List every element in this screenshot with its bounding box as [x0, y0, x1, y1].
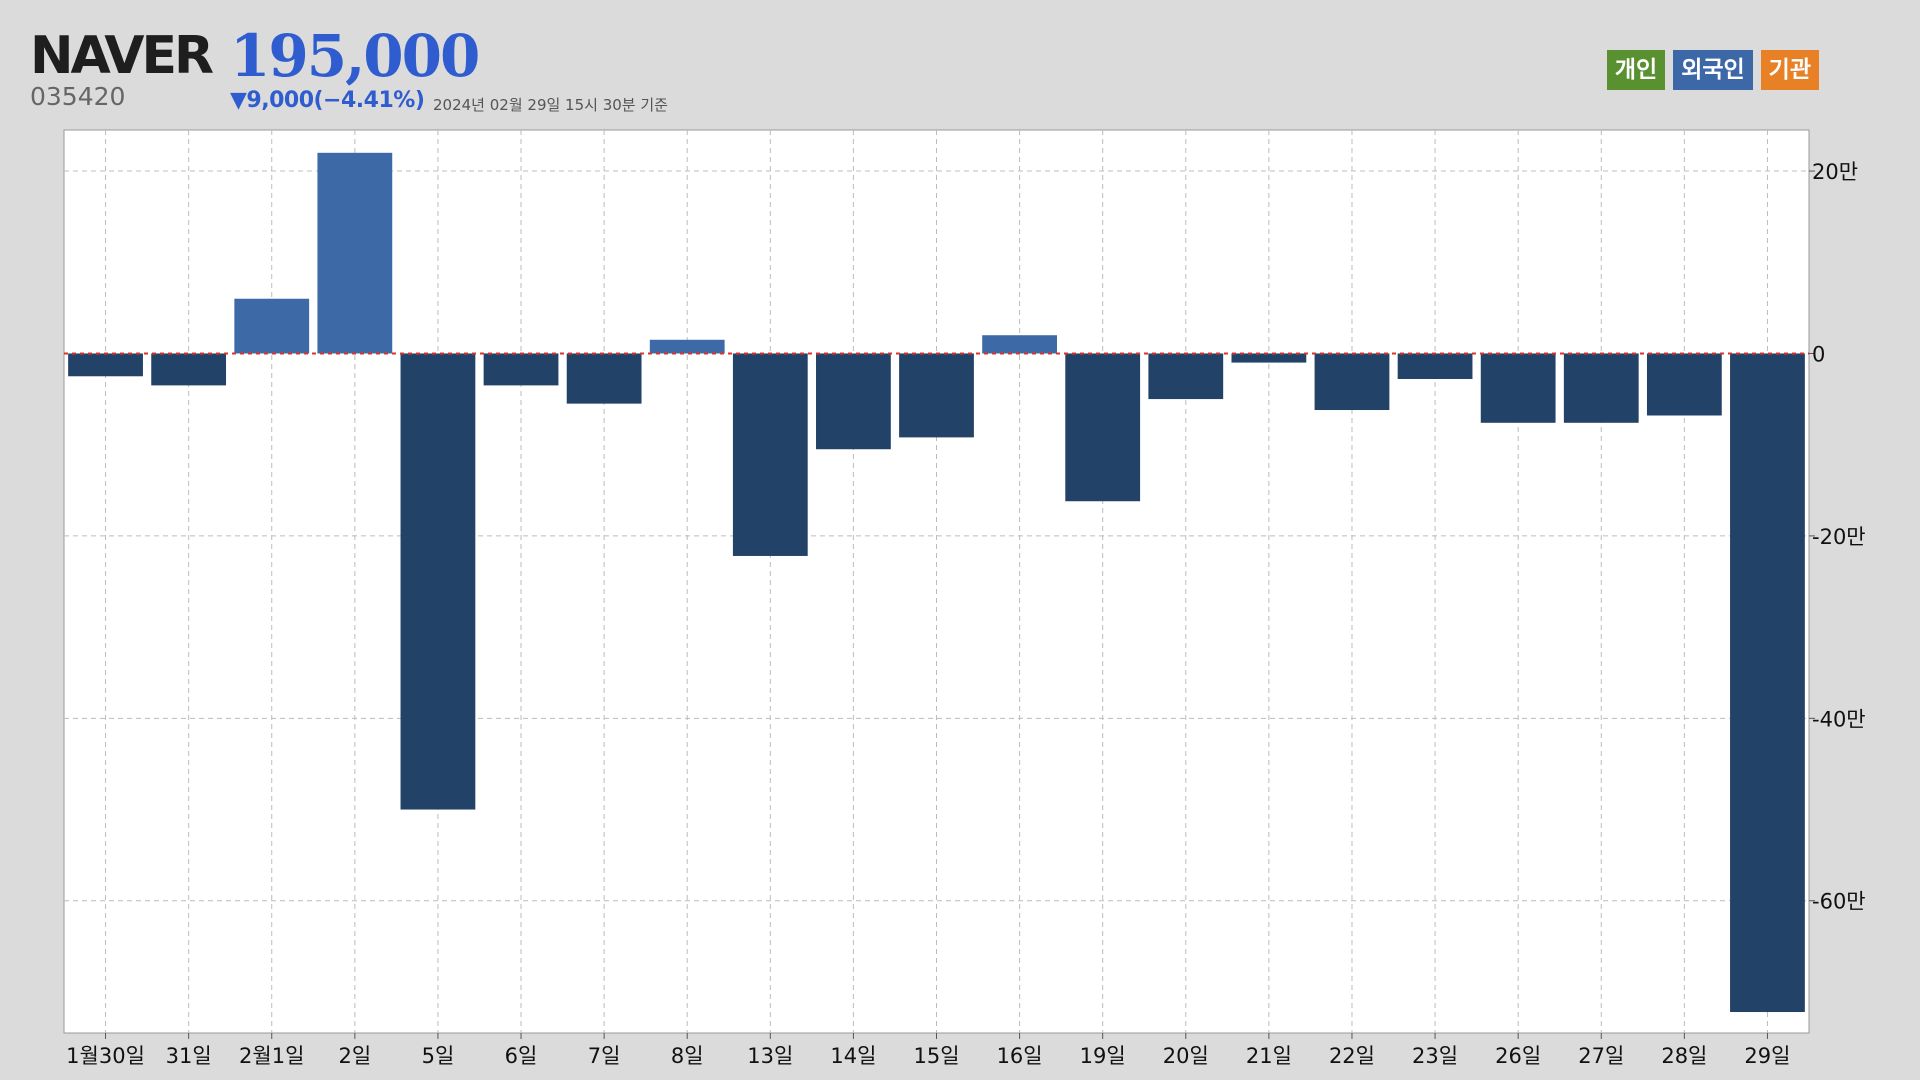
- x-tick-label: 19일: [1080, 1044, 1126, 1068]
- x-tick-label: 6일: [505, 1044, 538, 1068]
- bar-2월1일[interactable]: [234, 298, 310, 354]
- x-tick-label: 31일: [166, 1044, 212, 1068]
- bar-15일[interactable]: [899, 353, 974, 438]
- bars: [68, 152, 1805, 1013]
- x-tick-label: 14일: [830, 1044, 876, 1068]
- x-tick-label: 1월30일: [66, 1044, 145, 1068]
- y-tick-label: 0: [1812, 342, 1825, 366]
- price-change: ▼9,000(−4.41%): [230, 88, 425, 113]
- x-axis: 1월30일 31일 2월1일 2일 5일 6일 7일 8일 13일 14일 15일 16일 19일 20일…: [66, 1033, 1790, 1068]
- legend-item-institution[interactable]: 기관: [1760, 50, 1819, 90]
- x-tick-label: 16일: [997, 1044, 1043, 1068]
- x-tick-label: 22일: [1329, 1044, 1375, 1068]
- bar-28일[interactable]: [1646, 353, 1722, 416]
- stock-name: NAVER: [30, 26, 214, 86]
- bar-21일[interactable]: [1231, 353, 1307, 363]
- x-tick-label: 23일: [1412, 1044, 1458, 1068]
- bar-1월30일[interactable]: [68, 353, 143, 377]
- as-of-timestamp: 2024년 02월 29일 15시 30분 기준: [433, 96, 668, 114]
- x-tick-label: 29일: [1744, 1044, 1790, 1068]
- x-tick-label: 28일: [1661, 1044, 1707, 1068]
- bar-16일[interactable]: [982, 335, 1057, 354]
- bar-29일[interactable]: [1730, 353, 1805, 1013]
- chart-header: NAVER 195,000 035420 ▼9,000(−4.41%) 2024…: [30, 22, 1910, 122]
- bar-8일[interactable]: [649, 339, 725, 354]
- stock-price: 195,000: [230, 22, 480, 90]
- x-tick-label: 26일: [1495, 1044, 1541, 1068]
- bar-27일[interactable]: [1563, 353, 1639, 423]
- legend-item-foreign[interactable]: 외국인: [1673, 50, 1753, 90]
- legend-item-individual[interactable]: 개인: [1606, 50, 1666, 90]
- bar-6일[interactable]: [483, 353, 559, 386]
- bar-14일[interactable]: [816, 353, 891, 450]
- x-tick-label: 5일: [422, 1044, 455, 1068]
- x-tick-label: 8일: [671, 1044, 704, 1068]
- y-tick-label: -40만: [1812, 707, 1866, 731]
- bar-5일[interactable]: [400, 353, 476, 810]
- y-tick-label: -60만: [1812, 890, 1866, 914]
- bar-22일[interactable]: [1314, 353, 1390, 411]
- bar-31일[interactable]: [151, 353, 227, 386]
- legend: 개인 외국인 기관: [1606, 50, 1819, 90]
- bar-7일[interactable]: [566, 353, 642, 404]
- x-tick-label: 7일: [588, 1044, 621, 1068]
- y-tick-label: -20만: [1812, 525, 1866, 549]
- y-axis: 20만 0 -20만 -40만 -60만: [1809, 160, 1866, 914]
- x-tick-label: 20일: [1163, 1044, 1209, 1068]
- bar-2일[interactable]: [317, 152, 393, 354]
- bar-13일[interactable]: [732, 353, 808, 556]
- x-tick-label: 2일: [338, 1044, 371, 1068]
- y-tick-label: 20만: [1812, 160, 1858, 184]
- bar-19일[interactable]: [1065, 353, 1141, 502]
- x-tick-label: 13일: [747, 1044, 793, 1068]
- bar-20일[interactable]: [1148, 353, 1224, 400]
- stock-code: 035420: [30, 82, 126, 111]
- x-tick-label: 15일: [913, 1044, 959, 1068]
- x-tick-label: 21일: [1246, 1044, 1292, 1068]
- bar-23일[interactable]: [1397, 353, 1473, 380]
- x-tick-label: 2월1일: [239, 1044, 304, 1068]
- x-tick-label: 27일: [1578, 1044, 1624, 1068]
- bar-26일[interactable]: [1480, 353, 1556, 423]
